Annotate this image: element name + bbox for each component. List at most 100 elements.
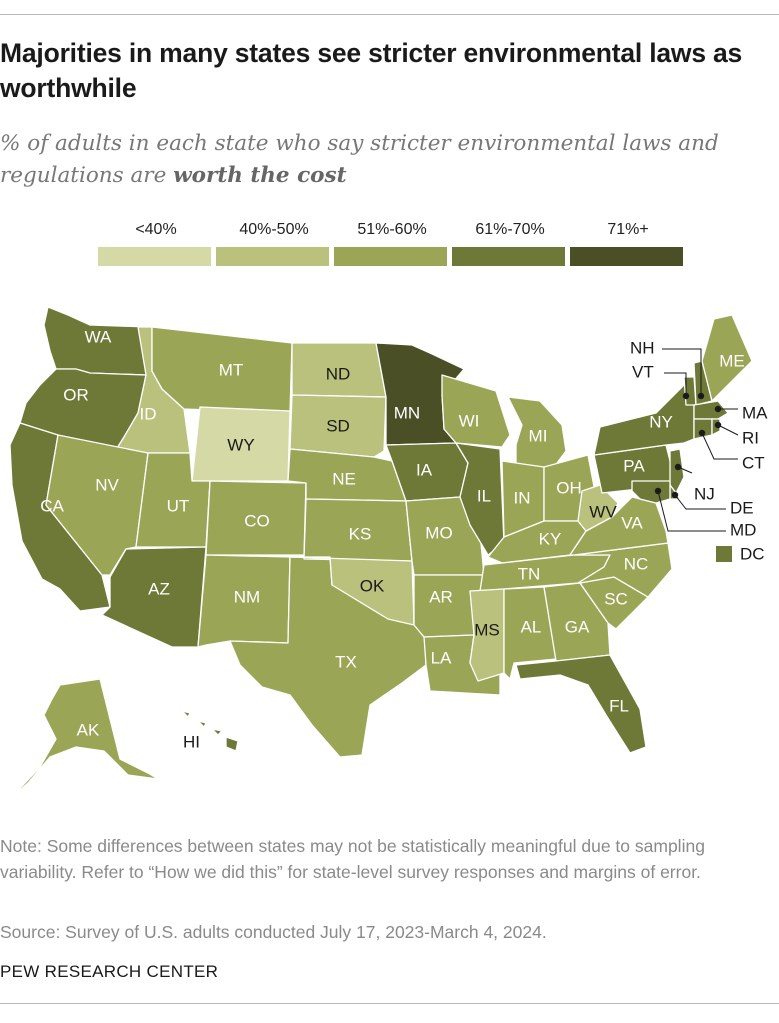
legend-label-lt40: <40% <box>135 221 177 238</box>
state-ME <box>701 314 753 402</box>
state-HI <box>181 710 239 752</box>
state-label-CA: CA <box>40 496 64 515</box>
state-label-FL: FL <box>609 696 629 715</box>
callout-dot-CT <box>698 429 706 437</box>
callout-label-NJ: NJ <box>694 484 715 503</box>
state-MA <box>693 400 729 420</box>
callout-dot-DE <box>671 491 679 499</box>
state-label-IL: IL <box>477 486 491 505</box>
callout-dot-VT <box>682 392 690 400</box>
callout-line-MD <box>657 490 726 532</box>
state-label-MO: MO <box>425 523 452 542</box>
state-label-MN: MN <box>394 403 420 422</box>
state-label-NM: NM <box>234 587 260 606</box>
state-label-AR: AR <box>429 587 453 606</box>
callout-line-NH <box>662 348 702 396</box>
state-label-WA: WA <box>85 327 112 346</box>
callout-label-VT: VT <box>632 362 654 381</box>
state-label-KS: KS <box>349 524 372 543</box>
state-WI <box>441 374 511 448</box>
callout-dot-MD <box>654 487 662 495</box>
state-label-AZ: AZ <box>148 579 170 598</box>
callout-label-HI: HI <box>183 732 200 751</box>
state-label-SD: SD <box>326 416 350 435</box>
legend: <40% 40%-50% 51%-60% 61%-70% 71%+ <box>98 221 688 271</box>
callout-label-CT: CT <box>742 453 765 472</box>
note-text: Note: Some differences between states ma… <box>0 836 705 882</box>
state-label-IN: IN <box>514 488 531 507</box>
state-SD <box>289 394 387 458</box>
state-label-ME: ME <box>719 351 745 370</box>
state-label-OK: OK <box>360 576 385 595</box>
source-text: Source: Survey of U.S. adults conducted … <box>0 922 547 942</box>
state-label-MT: MT <box>219 360 244 379</box>
state-label-NE: NE <box>332 469 356 488</box>
subtitle-emphasis: worth the cost <box>173 163 347 188</box>
state-label-AK: AK <box>77 720 100 739</box>
legend-swatch-51-60 <box>334 247 447 266</box>
state-label-WI: WI <box>459 411 480 430</box>
state-label-MS: MS <box>474 620 500 639</box>
legend-label-71plus: 71%+ <box>607 221 649 238</box>
callout-label-RI: RI <box>742 428 759 447</box>
callout-label-NH: NH <box>630 338 655 357</box>
state-VA <box>569 496 669 556</box>
state-label-ND: ND <box>326 364 351 383</box>
legend-label-40-50: 40%-50% <box>239 221 309 238</box>
state-label-TX: TX <box>335 652 357 671</box>
state-label-NC: NC <box>624 554 649 573</box>
callout-label-DE: DE <box>730 498 754 517</box>
state-DC-swatch <box>716 546 732 562</box>
callout-line-VT <box>664 372 687 396</box>
state-label-KY: KY <box>539 529 562 548</box>
legend-swatch-40-50 <box>216 247 329 266</box>
legend-label-51-60: 51%-60% <box>357 221 427 238</box>
callout-label-MD: MD <box>730 520 756 539</box>
callout-line-CT <box>701 432 738 460</box>
top-rule <box>0 14 779 15</box>
state-label-WY: WY <box>227 435 254 454</box>
chart-title: Majorities in many states see stricter e… <box>0 38 743 103</box>
callout-dot-RI <box>714 421 722 429</box>
state-label-LA: LA <box>431 648 452 667</box>
callout-line-RI <box>717 424 739 436</box>
chart-subtitle: % of adults in each state who say strict… <box>0 128 775 192</box>
state-IL <box>455 442 505 556</box>
state-label-OH: OH <box>556 478 582 497</box>
callout-label-MA: MA <box>742 403 768 422</box>
state-label-SC: SC <box>604 589 628 608</box>
us-state-map: WA OR CA ID NV MT WY UT AZ CO NM TX ND SD NE KS OK MN IA MO… <box>7 306 768 802</box>
callout-dot-NH <box>697 392 705 400</box>
callout-label-DC: DC <box>740 544 765 563</box>
state-label-UT: UT <box>167 496 190 515</box>
state-label-CO: CO <box>244 511 270 530</box>
bottom-rule <box>0 1003 779 1004</box>
state-label-TN: TN <box>518 564 541 583</box>
state-FL <box>515 654 647 754</box>
callout-dot-NJ <box>674 463 682 471</box>
state-MD <box>631 480 671 504</box>
state-label-NY: NY <box>649 412 673 431</box>
state-label-VA: VA <box>621 513 643 532</box>
legend-swatch-61-70 <box>452 247 565 266</box>
callout-dot-MA <box>714 405 722 413</box>
org-name: PEW RESEARCH CENTER <box>0 962 219 981</box>
state-label-GA: GA <box>565 617 590 636</box>
state-label-IA: IA <box>416 460 433 479</box>
state-AK <box>7 678 159 802</box>
state-label-ID: ID <box>140 404 157 423</box>
subtitle-text: % of adults in each state who say strict… <box>0 131 719 188</box>
state-label-PA: PA <box>623 456 645 475</box>
state-label-OR: OR <box>63 385 89 404</box>
state-label-WV: WV <box>589 502 617 521</box>
legend-label-61-70: 61%-70% <box>475 221 545 238</box>
state-NJ <box>669 448 685 494</box>
legend-swatch-lt40 <box>98 247 211 266</box>
state-NY <box>593 384 695 456</box>
legend-swatch-71plus <box>570 247 683 266</box>
state-label-MI: MI <box>529 426 548 445</box>
state-label-AL: AL <box>521 617 542 636</box>
state-label-NV: NV <box>95 475 119 494</box>
callout-line-DE <box>674 494 726 510</box>
state-NC <box>573 542 673 598</box>
